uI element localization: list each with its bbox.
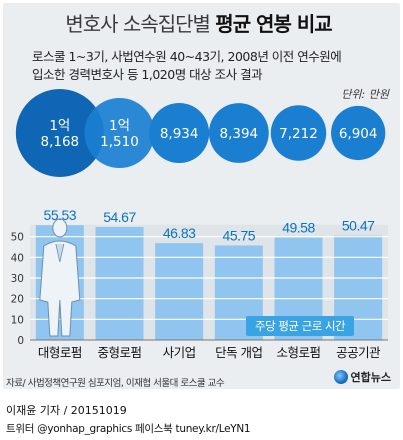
salary-bubble-1	[84, 97, 155, 169]
salary-bubble-2	[149, 103, 210, 163]
category-label-0: 대형로펌	[38, 345, 82, 360]
category-label-1: 중형로펌	[97, 345, 141, 360]
y-tick-40: 40	[11, 252, 24, 264]
bar-1	[95, 227, 144, 340]
salary-bubble-0	[15, 89, 104, 177]
lawyer-figure-icon	[39, 218, 81, 337]
salary-label-2-0: 8,934	[160, 126, 199, 142]
category-label-4: 소형로펌	[276, 345, 320, 360]
salary-label-3-0: 8,394	[220, 126, 259, 142]
y-tick-0: 0	[17, 335, 24, 347]
yonhap-logo-icon	[333, 370, 348, 384]
salary-label-0-1: 8,168	[41, 134, 80, 150]
salary-label-0-0: 1억	[49, 118, 70, 134]
bar-value-label-2: 46.83	[163, 225, 196, 241]
category-label-2: 사기업	[163, 345, 196, 360]
bar-value-label-5: 50.47	[342, 218, 375, 234]
salary-bubble-3	[208, 103, 269, 163]
title-bold: 평균 연봉 비교	[215, 12, 332, 36]
salary-label-4-0: 7,212	[279, 126, 318, 142]
bar-value-label-1: 54.67	[103, 209, 136, 225]
subtitle-line-1: 로스쿨 1~3기, 사법연수원 40~43기, 2008년 이전 연수원에	[32, 49, 342, 64]
salary-label-5-0: 6,904	[339, 126, 378, 142]
bar-2	[155, 243, 204, 340]
social-line: 트위터 @yonhap_graphics 페이스북 tuney.kr/LeYN1	[6, 423, 251, 435]
y-tick-50: 50	[11, 232, 24, 244]
salary-label-1-1: 1,510	[100, 134, 139, 150]
unit-label: 단위: 만원	[341, 88, 389, 101]
bar-value-label-4: 49.58	[282, 220, 315, 236]
category-label-5: 공공기관	[336, 345, 381, 360]
y-tick-20: 20	[11, 294, 24, 306]
source-note: 자료/ 사법정책연구원 심포지엄, 이재협 서울대 로스쿨 교수	[6, 378, 225, 389]
subtitle-line-2: 입소한 경력변호사 등 1,020명 대상 조사 결과	[32, 67, 263, 82]
page-title: 변호사 소속집단별 평균 연봉 비교	[0, 8, 397, 37]
bar-value-label-3: 45.75	[223, 227, 256, 243]
salary-label-1-0: 1억	[109, 118, 130, 134]
bar-value-label-0: 55.53	[44, 207, 77, 223]
salary-bubble-5	[331, 105, 386, 161]
y-tick-10: 10	[11, 314, 24, 326]
logo-text: 연합뉴스	[350, 371, 391, 384]
yonhap-logo: 연합뉴스	[333, 369, 391, 385]
author-line: 이재윤 기자 / 20151019	[6, 404, 127, 417]
title-light: 변호사 소속집단별	[65, 12, 211, 36]
legend-label: 주당 평균 근로 시간	[246, 316, 355, 336]
salary-bubble-4	[270, 105, 327, 161]
y-tick-30: 30	[11, 273, 24, 285]
category-label-3: 단독 개업	[215, 345, 262, 360]
